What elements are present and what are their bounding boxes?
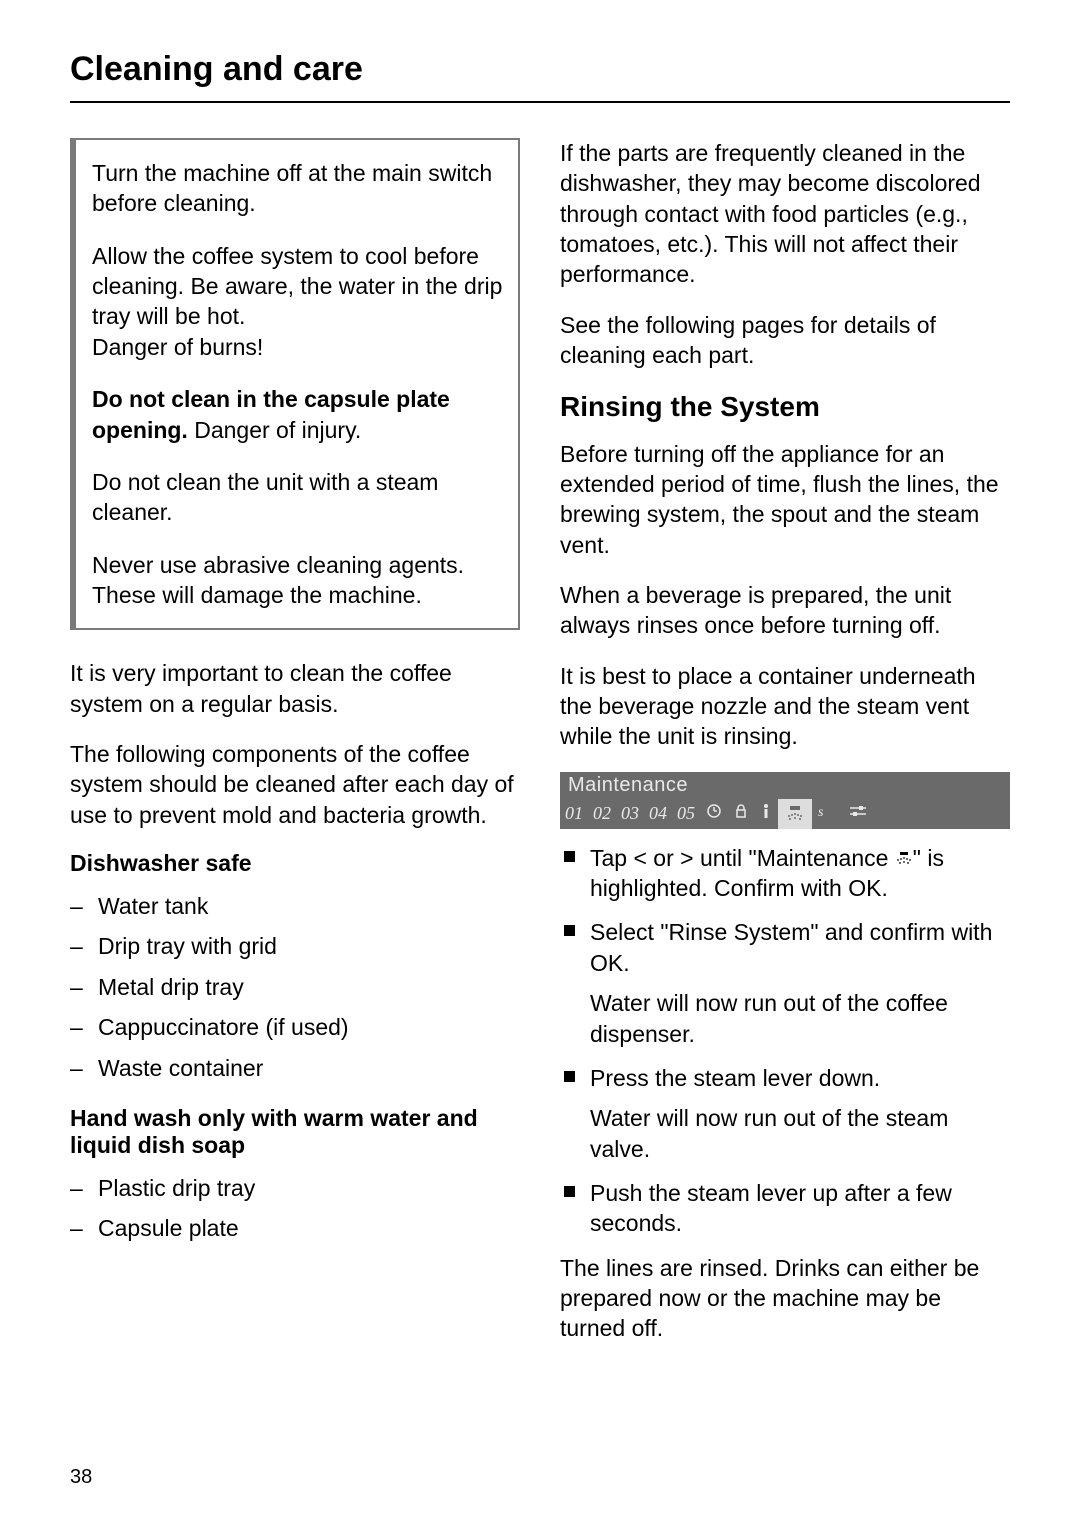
step2-text: Select "Rinse System" and confirm with O… bbox=[590, 919, 992, 975]
rinsing-heading: Rinsing the System bbox=[560, 391, 1010, 423]
list-item: Metal drip tray bbox=[70, 972, 520, 1002]
step3-sub: Water will now run out of the steam valv… bbox=[590, 1103, 1010, 1164]
display-num: 02 bbox=[588, 803, 616, 824]
warning-p3-rest: Danger of injury. bbox=[188, 417, 361, 443]
page-number: 38 bbox=[70, 1466, 92, 1489]
warning-box: Turn the machine off at the main switch … bbox=[70, 138, 520, 630]
list-item: Drip tray with grid bbox=[70, 931, 520, 961]
step1-text-a: Tap < or > until "Maintenance bbox=[590, 845, 895, 871]
afterbox-p1: It is very important to clean the coffee… bbox=[70, 658, 520, 719]
step-item: Select "Rinse System" and confirm with O… bbox=[560, 917, 1010, 1048]
svg-text:s: s bbox=[818, 805, 824, 819]
display-num: 03 bbox=[616, 803, 644, 824]
right-column: If the parts are frequently cleaned in t… bbox=[560, 138, 1010, 1364]
title-rule bbox=[70, 101, 1010, 103]
warning-p4: Do not clean the unit with a steam clean… bbox=[92, 467, 504, 528]
display-num: 01 bbox=[560, 803, 588, 824]
step-item: Press the steam lever down. Water will n… bbox=[560, 1063, 1010, 1164]
maintenance-display: Maintenance 01 02 03 04 05 bbox=[560, 772, 1010, 829]
step2-sub: Water will now run out of the coffee dis… bbox=[590, 988, 1010, 1049]
step4-text: Push the steam lever up after a few seco… bbox=[590, 1180, 952, 1236]
list-item: Plastic drip tray bbox=[70, 1173, 520, 1203]
list-item: Water tank bbox=[70, 891, 520, 921]
step-item: Tap < or > until "Maintenance " is highl… bbox=[560, 843, 1010, 904]
steps-list: Tap < or > until "Maintenance " is highl… bbox=[560, 843, 1010, 1239]
language-icon: s bbox=[812, 803, 842, 824]
info-icon bbox=[754, 803, 778, 824]
list-item: Cappuccinatore (if used) bbox=[70, 1012, 520, 1042]
dishwasher-safe-list: Water tank Drip tray with grid Metal dri… bbox=[70, 891, 520, 1083]
rinsing-p1: Before turning off the appliance for an … bbox=[560, 439, 1010, 560]
display-num: 04 bbox=[644, 803, 672, 824]
page-title: Cleaning and care bbox=[70, 50, 1010, 89]
warning-p1: Turn the machine off at the main switch … bbox=[92, 158, 504, 219]
closing-p: The lines are rinsed. Drinks can either … bbox=[560, 1253, 1010, 1344]
lock-icon bbox=[728, 803, 754, 824]
dishwasher-safe-heading: Dishwasher safe bbox=[70, 850, 520, 877]
spray-icon-highlighted bbox=[778, 799, 812, 829]
left-column: Turn the machine off at the main switch … bbox=[70, 138, 520, 1364]
warning-p5: Never use abrasive cleaning agents. Thes… bbox=[92, 550, 504, 611]
rinsing-p3: It is best to place a container undernea… bbox=[560, 661, 1010, 752]
step-item: Push the steam lever up after a few seco… bbox=[560, 1178, 1010, 1239]
rinsing-p2: When a beverage is prepared, the unit al… bbox=[560, 580, 1010, 641]
spray-icon bbox=[895, 852, 913, 866]
content-columns: Turn the machine off at the main switch … bbox=[70, 138, 1010, 1364]
intro-p2: See the following pages for details of c… bbox=[560, 310, 1010, 371]
warning-p3: Do not clean in the capsule plate openin… bbox=[92, 384, 504, 445]
clock-icon bbox=[700, 803, 728, 824]
warning-p2: Allow the coffee system to cool before c… bbox=[92, 241, 504, 362]
afterbox-p2: The following components of the coffee s… bbox=[70, 739, 520, 830]
list-item: Capsule plate bbox=[70, 1213, 520, 1243]
intro-p1: If the parts are frequently cleaned in t… bbox=[560, 138, 1010, 290]
display-num: 05 bbox=[672, 803, 700, 824]
settings-sliders-icon bbox=[842, 803, 874, 824]
hand-wash-list: Plastic drip tray Capsule plate bbox=[70, 1173, 520, 1244]
display-top-label: Maintenance bbox=[560, 772, 1010, 799]
list-item: Waste container bbox=[70, 1053, 520, 1083]
display-bottom-row: 01 02 03 04 05 bbox=[560, 799, 1010, 829]
step3-text: Press the steam lever down. bbox=[590, 1065, 880, 1091]
hand-wash-heading: Hand wash only with warm water and liqui… bbox=[70, 1105, 520, 1159]
